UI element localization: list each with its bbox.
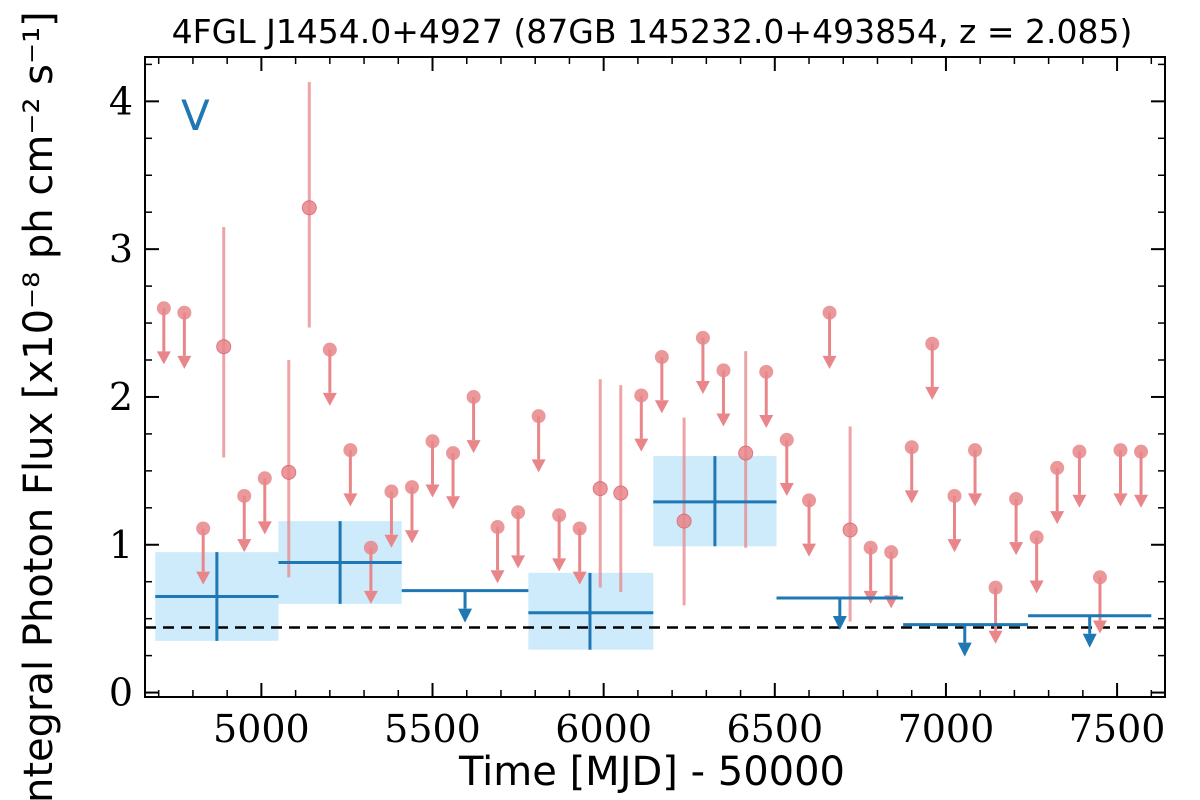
short-bin-point xyxy=(592,481,608,497)
chart-title: 4FGL J1454.0+4927 (87GB 145232.0+493854,… xyxy=(172,12,1133,51)
short-bin-upper-limit-arrow-head xyxy=(552,558,567,572)
short-bin-upper-limit-arrow-head xyxy=(968,493,983,507)
x-axis-label: Time [MJD] - 50000 xyxy=(458,749,845,795)
long-bin-upper-limit-arrow-head xyxy=(458,608,473,623)
plot-area xyxy=(145,82,1165,657)
short-bin-upper-limit-arrow-head xyxy=(490,570,505,584)
short-bin-point xyxy=(613,485,629,501)
x-tick-label: 6000 xyxy=(555,707,652,751)
short-bin-upper-limit-arrow-head xyxy=(156,351,171,365)
short-bin-upper-limit-arrow-head xyxy=(1113,493,1128,507)
short-bin-upper-limit-arrow-head xyxy=(196,571,211,585)
y-tick-label: 2 xyxy=(109,375,133,419)
short-bin-upper-limit-arrow-head xyxy=(759,414,774,428)
x-tick-label: 5500 xyxy=(384,707,481,751)
short-bin-upper-limit-arrow-head xyxy=(1134,494,1149,508)
short-bin-upper-limit-arrow-head xyxy=(511,555,526,569)
short-bin-upper-limit-arrow-head xyxy=(322,392,337,406)
short-bin-upper-limit-arrow-head xyxy=(634,438,649,452)
x-tick-label: 7500 xyxy=(1069,707,1166,751)
long-bin-upper-limit-arrow-head xyxy=(957,642,972,657)
plot-frame xyxy=(144,56,1166,698)
short-bin-upper-limit-arrow-head xyxy=(363,590,378,604)
y-tick-label: 0 xyxy=(109,671,133,715)
x-tick-label: 5000 xyxy=(213,707,310,751)
short-bin-upper-limit-arrow-head xyxy=(1009,542,1024,556)
short-bin-upper-limit-arrow-head xyxy=(531,459,546,473)
long-bin-upper-limit-arrow-head xyxy=(832,615,847,630)
short-bin-upper-limit-arrow-head xyxy=(654,400,669,414)
short-bin-upper-limit-arrow-head xyxy=(446,496,461,510)
short-bin-upper-limit-arrow-head xyxy=(237,539,252,553)
x-tick-label: 6500 xyxy=(726,707,823,751)
short-bin-point xyxy=(301,200,317,216)
short-bin-upper-limit-arrow-head xyxy=(947,539,962,553)
axes: 5000 5500 6000 6500 7000 7500 0 1 2 3 4 xyxy=(109,56,1166,751)
short-bin-upper-limit-arrow-head xyxy=(779,482,794,496)
short-bin-point xyxy=(676,513,692,529)
short-bin-upper-limit-arrow-head xyxy=(822,355,837,369)
short-bin-point xyxy=(842,522,858,538)
short-bin-upper-limit-arrow-head xyxy=(904,490,919,504)
short-bin-upper-limit-arrow-head xyxy=(988,630,1003,644)
short-bin-upper-limit-arrow-head xyxy=(384,534,399,548)
band-label: V xyxy=(181,91,210,140)
y-axis-label: Integral Photon Flux [x10⁻⁸ ph cm⁻² s⁻¹] xyxy=(16,11,62,800)
short-bin-upper-limit-arrow-head xyxy=(1029,580,1044,594)
short-bin-upper-limit-arrow-head xyxy=(802,543,817,557)
short-bin-upper-limit-arrow-head xyxy=(466,440,481,454)
short-bin-upper-limit-arrow-head xyxy=(1072,494,1087,508)
short-bin-upper-limit-arrow-head xyxy=(257,521,272,535)
x-tick-label: 7000 xyxy=(898,707,995,751)
short-bin-upper-limit-arrow-head xyxy=(425,484,440,498)
long-bin-upper-limit-arrow-head xyxy=(1082,633,1097,648)
y-tick-label: 3 xyxy=(109,227,133,271)
short-bin-upper-limit-arrow-head xyxy=(177,355,192,369)
y-tick-label: 1 xyxy=(109,523,133,567)
short-bin-point xyxy=(281,464,297,480)
short-bin-upper-limit-arrow-head xyxy=(925,386,940,400)
short-bin-upper-limit-arrow-head xyxy=(343,493,358,507)
short-bin-upper-limit-arrow-head xyxy=(1092,620,1107,634)
y-tick-label: 4 xyxy=(109,79,133,123)
short-bin-upper-limit-arrow-head xyxy=(695,380,710,394)
short-bin-upper-limit-arrow-head xyxy=(404,530,419,544)
short-bin-upper-limit-arrow-head xyxy=(1050,511,1065,525)
short-bin-upper-limit-arrow-head xyxy=(572,571,587,585)
short-bin-point xyxy=(216,339,232,355)
short-bin-upper-limit-arrow-head xyxy=(716,413,731,427)
short-bin-point xyxy=(738,445,754,461)
